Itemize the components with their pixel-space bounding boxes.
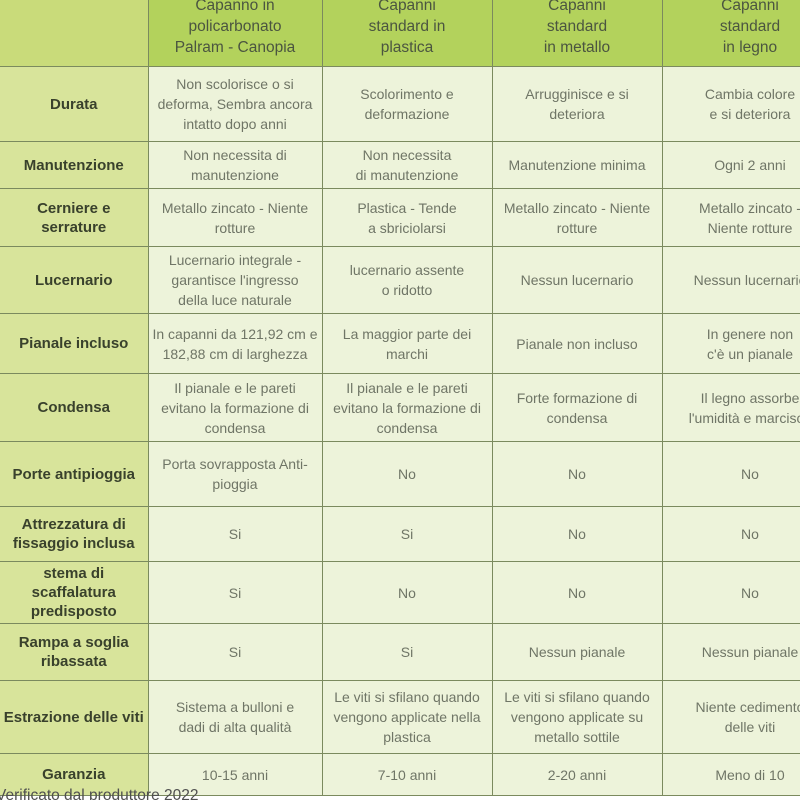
table-cell: Ogni 2 anni xyxy=(661,141,800,189)
table-cell: Non necessita di manutenzione xyxy=(147,141,323,189)
table-cell: Nessun pianale xyxy=(661,623,800,681)
column-header-metallo: Capanni standard in metallo xyxy=(491,0,663,67)
row-label: Attrezzatura di fissaggio inclusa xyxy=(0,506,149,562)
table-cell: Si xyxy=(147,506,323,562)
table-cell: La maggior parte dei marchi xyxy=(321,313,493,374)
table-cell: Arrugginisce e si deteriora xyxy=(491,66,663,142)
table-cell: Plastica - Tende a sbriciolarsi xyxy=(321,188,493,247)
table-cell: No xyxy=(321,561,493,624)
table-cell: No xyxy=(661,561,800,624)
table-cell: No xyxy=(661,506,800,562)
table-cell: Il legno assorbe l'umidità e marcisce xyxy=(661,373,800,442)
table-cell: Le viti si sfilano quando vengono applic… xyxy=(321,680,493,754)
table-cell: lucernario assente o ridotto xyxy=(321,246,493,314)
table-cell: No xyxy=(661,441,800,507)
row-label: Manutenzione xyxy=(0,141,149,189)
table-row-cerniere: Cerniere e serrature Metallo zincato - N… xyxy=(0,188,800,247)
table-cell: Si xyxy=(147,561,323,624)
footer-note: Verificato dal produttore 2022 xyxy=(0,787,199,800)
table-row-rampa: Rampa a soglia ribassata Si Si Nessun pi… xyxy=(0,623,800,681)
table-cell: Manutenzione minima xyxy=(491,141,663,189)
table-cell: Sistema a bulloni e dadi di alta qualità xyxy=(147,680,323,754)
table-row-porte-antipioggia: Porte antipioggia Porta sovrapposta Anti… xyxy=(0,441,800,507)
table-cell: Il pianale e le pareti evitano la formaz… xyxy=(321,373,493,442)
table-row-estrazione-viti: Estrazione delle viti Sistema a bulloni … xyxy=(0,680,800,754)
table-cell: In capanni da 121,92 cm e 182,88 cm di l… xyxy=(147,313,323,374)
corner-cell xyxy=(0,0,149,67)
table-cell: No xyxy=(491,561,663,624)
table-cell: Nessun lucernario xyxy=(491,246,663,314)
table-row-durata: Durata Non scolorisce o si deforma, Semb… xyxy=(0,66,800,142)
table-header-row: Capanno in policarbonato Palram - Canopi… xyxy=(0,0,800,67)
table-cell: Metallo zincato - Niente rotture xyxy=(147,188,323,247)
table-cell: Si xyxy=(147,623,323,681)
table-cell: Nessun lucernario xyxy=(661,246,800,314)
table-row-condensa: Condensa Il pianale e le pareti evitano … xyxy=(0,373,800,442)
table-cell: Forte formazione di condensa xyxy=(491,373,663,442)
table-cell: Si xyxy=(321,506,493,562)
row-label: Porte antipioggia xyxy=(0,441,149,507)
table-cell: Le viti si sfilano quando vengono applic… xyxy=(491,680,663,754)
table-cell: In genere non c'è un pianale xyxy=(661,313,800,374)
table-cell: No xyxy=(321,441,493,507)
row-label: Estrazione delle viti xyxy=(0,680,149,754)
table-cell: Pianale non incluso xyxy=(491,313,663,374)
table-row-manutenzione: Manutenzione Non necessita di manutenzio… xyxy=(0,141,800,189)
table-cell: Niente cedimento delle viti xyxy=(661,680,800,754)
row-label: Rampa a soglia ribassata xyxy=(0,623,149,681)
table-cell: Lucernario integrale - garantisce l'ingr… xyxy=(147,246,323,314)
table-row-attrezzatura: Attrezzatura di fissaggio inclusa Si Si … xyxy=(0,506,800,562)
table-cell: Non scolorisce o si deforma, Sembra anco… xyxy=(147,66,323,142)
table-cell: Cambia colore e si deteriora xyxy=(661,66,800,142)
row-label: Lucernario xyxy=(0,246,149,314)
row-label: stema di scaffalatura predisposto xyxy=(0,561,149,624)
table-cell: Meno di 10 xyxy=(661,753,800,796)
row-label: Cerniere e serrature xyxy=(0,188,149,247)
table-row-pianale: Pianale incluso In capanni da 121,92 cm … xyxy=(0,313,800,374)
table-cell: 7-10 anni xyxy=(321,753,493,796)
table-cell: 10-15 anni xyxy=(147,753,323,796)
table-cell: Scolorimento e deformazione xyxy=(321,66,493,142)
column-header-palram: Capanno in policarbonato Palram - Canopi… xyxy=(147,0,323,67)
row-label: Pianale incluso xyxy=(0,313,149,374)
table-cell: Si xyxy=(321,623,493,681)
table-cell: Nessun pianale xyxy=(491,623,663,681)
column-header-plastica: Capanni standard in plastica xyxy=(321,0,493,67)
table-row-garanzia: Garanzia 10-15 anni 7-10 anni 2-20 anni … xyxy=(0,753,800,796)
table-cell: Metallo zincato - Niente rotture xyxy=(661,188,800,247)
row-label: Condensa xyxy=(0,373,149,442)
table-cell: No xyxy=(491,441,663,507)
row-label: Garanzia xyxy=(0,753,149,796)
table-cell: Metallo zincato - Niente rotture xyxy=(491,188,663,247)
table-cell: Porta sovrapposta Anti- pioggia xyxy=(147,441,323,507)
column-header-legno: Capanni standard in legno xyxy=(661,0,800,67)
table-cell: Non necessita di manutenzione xyxy=(321,141,493,189)
table-cell: No xyxy=(491,506,663,562)
table-cell: Il pianale e le pareti evitano la formaz… xyxy=(147,373,323,442)
table-row-lucernario: Lucernario Lucernario integrale - garant… xyxy=(0,246,800,314)
table-row-scaffalatura: stema di scaffalatura predisposto Si No … xyxy=(0,561,800,624)
row-label: Durata xyxy=(0,66,149,142)
table-cell: 2-20 anni xyxy=(491,753,663,796)
